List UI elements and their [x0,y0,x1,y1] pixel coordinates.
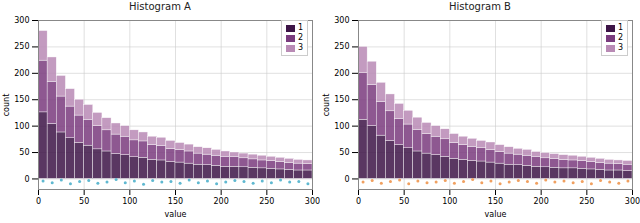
svg-text:50: 50 [19,148,29,157]
svg-text:200: 200 [14,69,29,78]
svg-text:50: 50 [339,148,349,157]
svg-text:0: 0 [344,174,349,183]
html-text:2: 2 [297,33,303,42]
svg-text:100: 100 [14,122,29,131]
svg-text:count: count [322,94,331,117]
svg-text:100: 100 [122,197,137,206]
svg-text:50: 50 [79,197,89,206]
svg-text:150: 150 [14,95,29,104]
svg-text:200: 200 [214,197,229,206]
svg-text:300: 300 [334,16,349,25]
svg-text:0: 0 [356,197,361,206]
html-text:Histogram B: Histogram B [449,1,511,12]
svg-text:300: 300 [14,16,29,25]
html-text:1: 1 [297,23,303,32]
svg-text:0: 0 [24,174,29,183]
svg-text:value: value [165,210,187,219]
svg-text:200: 200 [534,197,549,206]
html-text:1: 1 [617,23,623,32]
svg-text:250: 250 [14,42,29,51]
svg-text:count: count [2,94,11,117]
svg-text:150: 150 [334,95,349,104]
svg-text:value: value [485,210,507,219]
html-text:3: 3 [297,43,303,52]
svg-text:50: 50 [399,197,409,206]
svg-text:150: 150 [168,197,183,206]
svg-text:0: 0 [36,197,41,206]
svg-text:150: 150 [488,197,503,206]
svg-text:250: 250 [334,42,349,51]
html-text:2: 2 [617,33,623,42]
svg-text:300: 300 [625,197,640,206]
svg-text:100: 100 [334,122,349,131]
svg-text:250: 250 [579,197,594,206]
svg-text:100: 100 [442,197,457,206]
svg-text:200: 200 [334,69,349,78]
svg-text:250: 250 [259,197,274,206]
html-text:3: 3 [617,43,623,52]
svg-text:300: 300 [305,197,320,206]
html-text:Histogram A: Histogram A [129,1,191,12]
